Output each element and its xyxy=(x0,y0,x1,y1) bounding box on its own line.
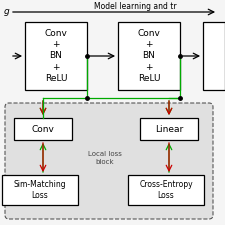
Text: Linear: Linear xyxy=(155,124,183,133)
Text: Model learning and tr: Model learning and tr xyxy=(94,2,176,11)
Bar xyxy=(2,175,78,205)
Text: Conv
+
BN
+
ReLU: Conv + BN + ReLU xyxy=(137,29,160,83)
Text: g: g xyxy=(4,7,10,16)
Text: Conv: Conv xyxy=(32,124,54,133)
Bar xyxy=(140,118,198,140)
Text: Sim-Matching
Loss: Sim-Matching Loss xyxy=(14,180,66,200)
Bar xyxy=(25,22,87,90)
Text: Cross-Entropy
Loss: Cross-Entropy Loss xyxy=(139,180,193,200)
Text: Conv
+
BN
+
ReLU: Conv + BN + ReLU xyxy=(45,29,68,83)
Bar xyxy=(128,175,204,205)
Bar xyxy=(203,22,225,90)
Bar xyxy=(118,22,180,90)
FancyBboxPatch shape xyxy=(5,103,213,219)
Text: Local loss
block: Local loss block xyxy=(88,151,122,165)
Bar xyxy=(14,118,72,140)
